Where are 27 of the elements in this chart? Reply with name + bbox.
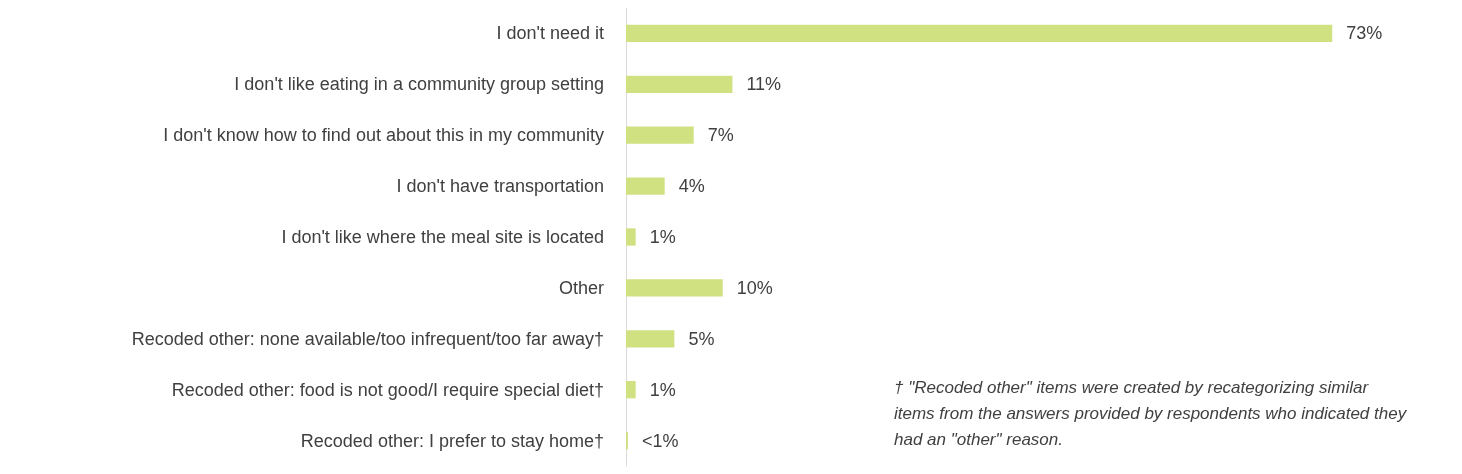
bar: [626, 381, 636, 399]
bar: [626, 24, 1333, 43]
y-tick-label: I don't like eating in a community group setting: [234, 74, 604, 95]
data-label: 5%: [688, 328, 715, 349]
data-label: 4%: [678, 176, 705, 197]
y-tick-label: Recoded other: I prefer to stay home†: [300, 430, 604, 451]
y-tick-label: I don't like where the meal site is located: [281, 227, 604, 247]
bar: [626, 330, 675, 348]
data-label: 1%: [649, 379, 676, 400]
bar: [626, 228, 636, 246]
data-label: 73%: [1346, 23, 1383, 44]
data-label: 1%: [649, 227, 676, 247]
y-tick-label: Recoded other: none available/too infrequent/too far away†: [131, 328, 604, 349]
data-label: 7%: [707, 125, 734, 146]
y-tick-label: I don't have transportation: [396, 176, 604, 197]
bar: [626, 126, 694, 144]
y-tick-label: I don't know how to find out about this in my community: [163, 125, 604, 146]
y-tick-label: Other: [558, 277, 604, 298]
data-label: 11%: [746, 74, 782, 95]
annotation: † "Recoded other" items were created by recategorizing similar items from the answers provided by respondents who indicated they had an "other" reason.: [894, 377, 1411, 449]
y-tick-label: Recoded other: food is not good/I require special diet†: [171, 379, 604, 400]
data-label: 10%: [736, 277, 773, 298]
y-tick-label: I don't need it: [496, 23, 604, 44]
bar: [626, 177, 665, 195]
bar: [626, 279, 723, 297]
bar: [626, 75, 733, 93]
data-label: <1%: [641, 430, 679, 451]
